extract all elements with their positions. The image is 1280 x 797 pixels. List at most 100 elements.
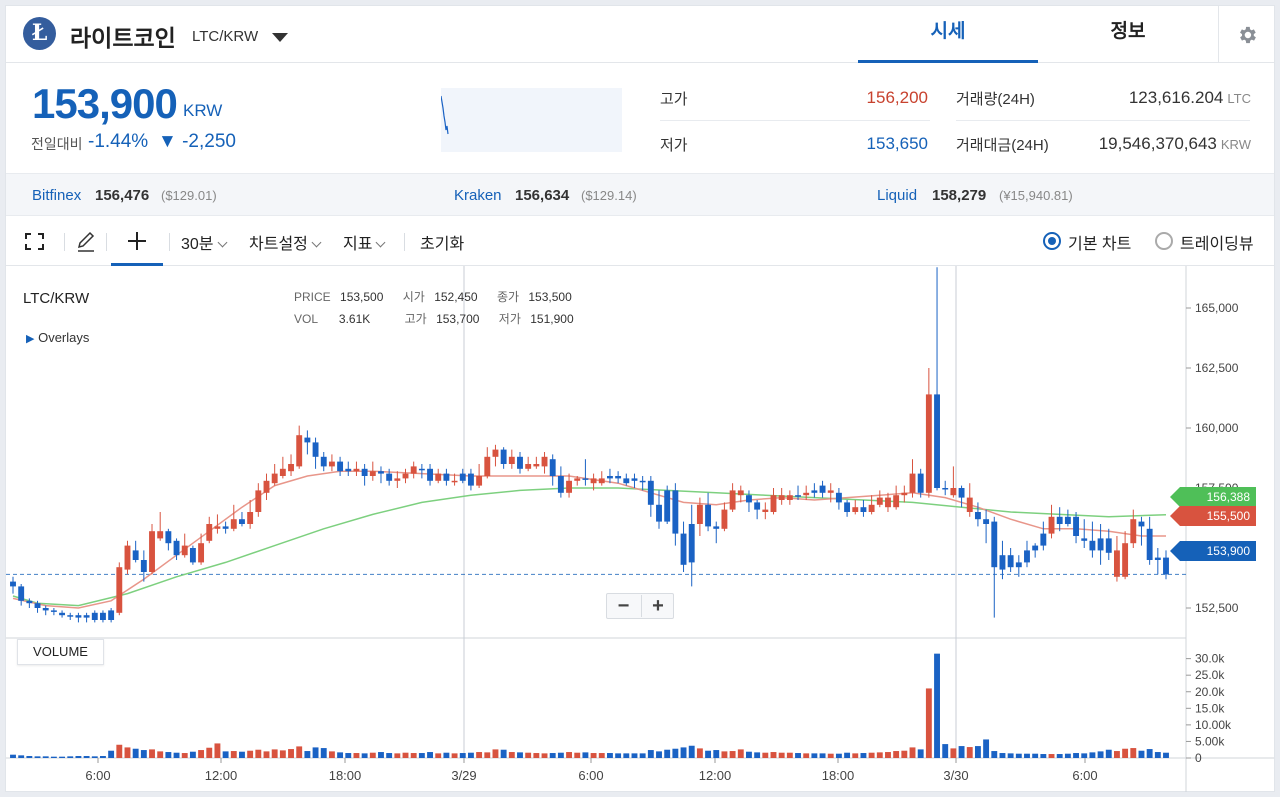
indicators-dropdown[interactable]: 지표: [343, 230, 384, 254]
volume-bar: [165, 752, 171, 758]
volume-bar: [501, 750, 507, 758]
candle-body: [403, 474, 409, 479]
price-axis-label: 162,500: [1195, 361, 1239, 375]
sparkline: [441, 88, 622, 152]
volume-bar: [869, 753, 875, 758]
candle-body: [1032, 546, 1038, 551]
volume-bar: [247, 751, 253, 758]
volume-bar: [959, 746, 965, 758]
settings-button[interactable]: [1218, 6, 1274, 63]
chevron-down-icon[interactable]: [272, 33, 288, 42]
volume-bar: [182, 753, 188, 758]
candle-body: [787, 495, 793, 500]
volume-value: 123,616.204 LTC: [1046, 88, 1251, 108]
overlays-toggle[interactable]: ▶ Overlays: [26, 330, 89, 345]
overlays-label: Overlays: [38, 330, 89, 345]
coin-pair[interactable]: LTC/KRW: [192, 28, 258, 45]
tradingview-radio[interactable]: [1155, 232, 1173, 250]
candle-body: [501, 450, 507, 464]
chart-canvas[interactable]: 165,000162,500160,000157,500155,000152,5…: [6, 266, 1274, 792]
volume-bar: [640, 753, 646, 758]
tab-price[interactable]: 시세: [858, 6, 1038, 63]
volume-bar: [762, 753, 768, 758]
volume-bar: [313, 747, 319, 758]
basic-chart-radio[interactable]: [1043, 232, 1061, 250]
candle-body: [419, 469, 425, 471]
candle-body: [370, 471, 376, 476]
exchange-prices: Bitfinex 156,476 ($129.01) Kraken 156,63…: [6, 173, 1274, 216]
volume-bar: [1106, 750, 1112, 758]
volume-bar: [1122, 749, 1128, 758]
candle-body: [435, 474, 441, 481]
candle-body: [100, 613, 106, 620]
candle-body: [811, 490, 817, 492]
volume-bar: [1032, 754, 1038, 758]
candle-body: [705, 505, 711, 527]
volume-bar: [174, 753, 180, 758]
candle-body: [697, 505, 703, 524]
candle-body: [1098, 538, 1104, 550]
info-value: 153,500: [528, 290, 571, 304]
volume-bar: [1147, 749, 1153, 758]
candle-body: [672, 490, 678, 533]
volume-bar: [435, 753, 441, 758]
info-key: 종가: [497, 290, 519, 304]
coin-name[interactable]: 라이트코인: [70, 19, 176, 53]
volume-bar: [1139, 751, 1145, 758]
volume-bar: [820, 753, 826, 758]
candle-body: [754, 502, 760, 509]
basic-chart-label[interactable]: 기본 차트: [1068, 230, 1131, 254]
reset-button[interactable]: 초기화: [420, 230, 464, 254]
info-key: 저가: [499, 312, 521, 326]
zoom-in-button[interactable]: +: [641, 595, 674, 617]
candle-body: [493, 450, 499, 457]
info-key: 시가: [403, 290, 425, 304]
volume-bar: [566, 752, 572, 758]
volume-bar: [264, 751, 270, 758]
tradingview-label[interactable]: 트레이딩뷰: [1180, 230, 1254, 254]
candle-body: [1040, 534, 1046, 546]
chart-settings-dropdown[interactable]: 차트설정: [249, 230, 320, 254]
volume-bar: [35, 756, 41, 758]
candle-body: [1081, 538, 1087, 540]
candle-body: [542, 457, 548, 467]
price-chart[interactable]: 165,000162,500160,000157,500155,000152,5…: [6, 266, 1274, 792]
volume-bar: [223, 751, 229, 758]
volume-bar: [321, 748, 327, 758]
candle-body: [247, 512, 253, 524]
zoom-out-button[interactable]: −: [607, 595, 640, 617]
volume-bar: [681, 747, 687, 758]
exchange-name[interactable]: Kraken: [454, 187, 502, 204]
candle-body: [43, 608, 49, 610]
candle-body: [206, 524, 212, 541]
candle-body: [255, 490, 261, 512]
candle-body: [1139, 522, 1145, 527]
interval-dropdown[interactable]: 30분: [181, 230, 226, 254]
volume-bar: [239, 752, 245, 758]
fullscreen-icon[interactable]: [25, 233, 44, 250]
volume-bar: [705, 751, 711, 758]
volume-pane-label: VOLUME: [17, 639, 104, 665]
candle-body: [607, 476, 613, 478]
candle-body: [656, 505, 662, 522]
tab-info[interactable]: 정보: [1038, 6, 1218, 63]
caret-right-icon: ▶: [26, 333, 34, 345]
candle-body: [893, 495, 899, 507]
high-value: 156,200: [828, 88, 928, 108]
pencil-icon[interactable]: [75, 231, 97, 252]
candle-body: [165, 531, 171, 543]
volume-bar: [599, 753, 605, 758]
volume-bar: [607, 753, 613, 758]
volume-bar: [272, 749, 278, 758]
candle-body: [468, 474, 474, 486]
crosshair-tool-button[interactable]: [111, 216, 163, 266]
candle-body: [59, 613, 65, 615]
exchange-name[interactable]: Bitfinex: [32, 187, 81, 204]
info-key: PRICE: [294, 290, 331, 304]
exchange-name[interactable]: Liquid: [877, 187, 917, 204]
volume-bar: [844, 753, 850, 758]
volume-bar: [656, 751, 662, 758]
volume-bar: [75, 756, 81, 758]
candle-body: [844, 502, 850, 512]
zoom-controls: − +: [606, 593, 674, 619]
